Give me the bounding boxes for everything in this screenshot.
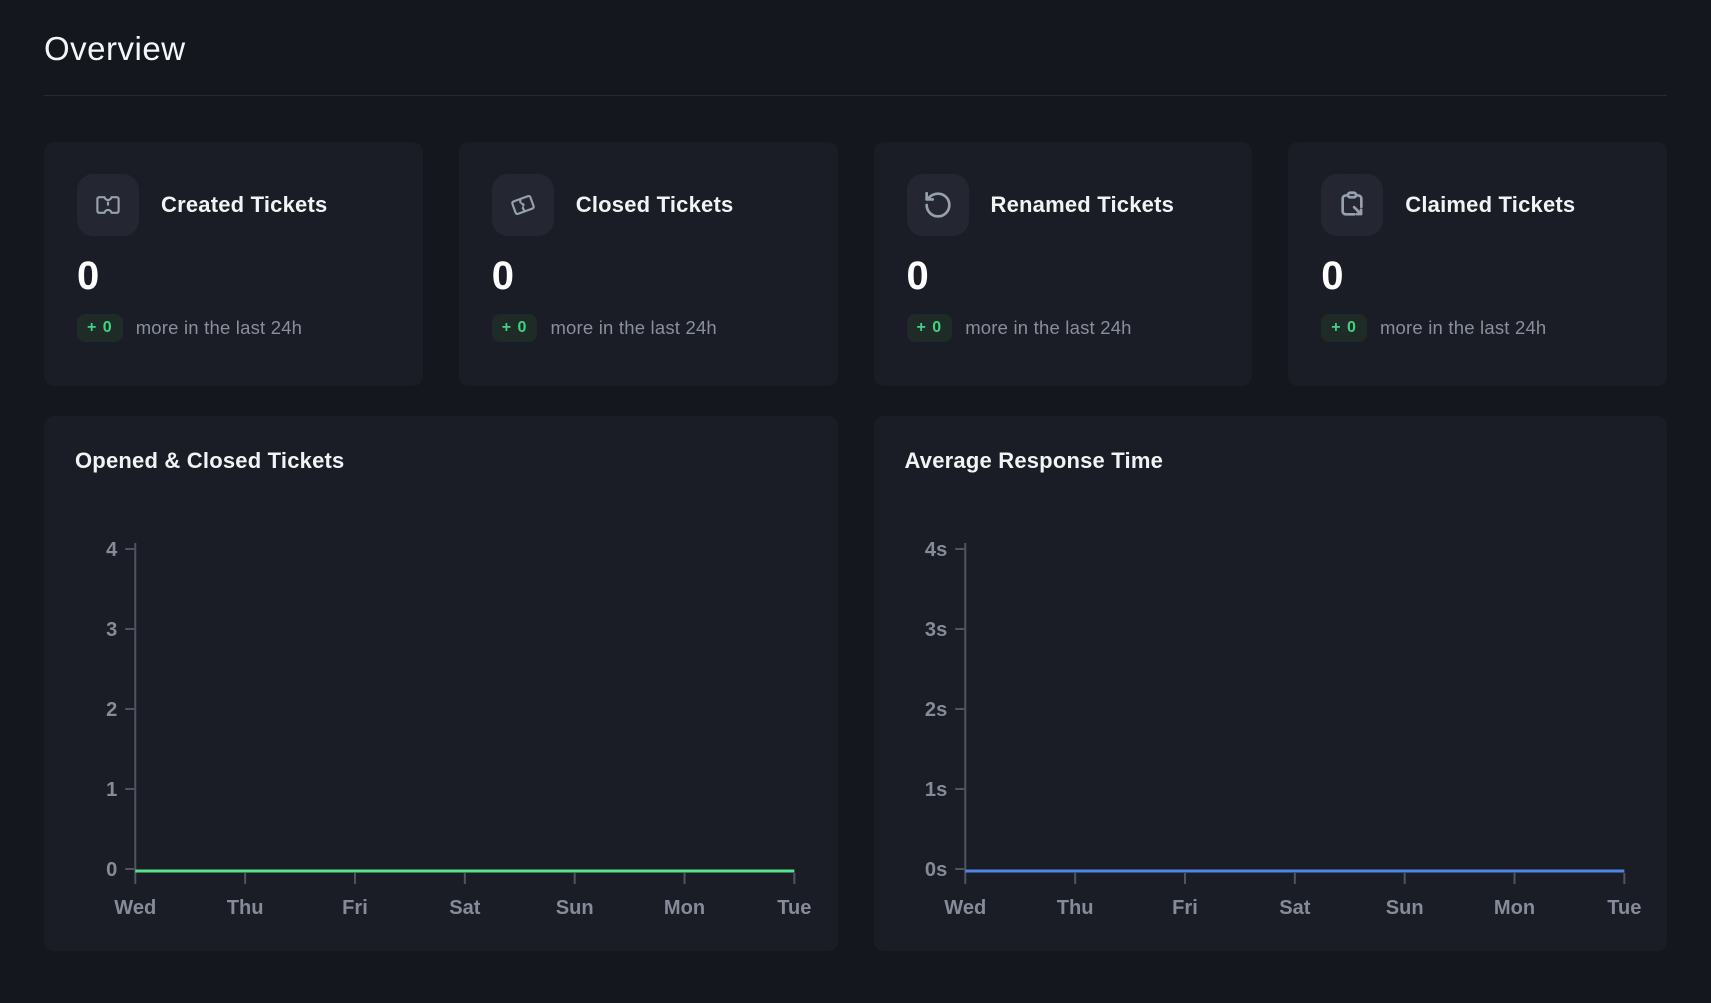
stat-card-subline: + 0 more in the last 24h — [1321, 314, 1634, 342]
delta-badge: + 0 — [77, 314, 123, 342]
average-response-time-chart-card: Average Response Time 0s 1s 2s 3s 4s Wed Thu Fr… — [873, 416, 1668, 951]
stat-card-claimed-tickets: Claimed Tickets 0 + 0 more in the last 2… — [1288, 142, 1667, 386]
svg-text:Fri: Fri — [342, 897, 368, 919]
ticket-torn-icon — [491, 174, 554, 236]
svg-text:3s: 3s — [924, 619, 946, 641]
page-title: Overview — [44, 30, 186, 67]
svg-text:0: 0 — [106, 859, 117, 881]
opened-closed-tickets-chart: 0 1 2 3 4 Wed Thu Fri Sat Sun Mon Tue — [44, 521, 838, 951]
opened-closed-tickets-chart-card: Opened & Closed Tickets 0 1 2 3 4 Wed Thu Fri Sa… — [44, 416, 838, 951]
svg-text:Wed: Wed — [114, 897, 156, 919]
svg-text:Fri: Fri — [1172, 897, 1198, 919]
svg-text:3: 3 — [106, 619, 117, 641]
stat-card-subline: + 0 more in the last 24h — [906, 314, 1220, 342]
stat-cards-row: Created Tickets 0 + 0 more in the last 2… — [44, 142, 1667, 386]
stat-card-closed-tickets: Closed Tickets 0 + 0 more in the last 24… — [458, 142, 838, 386]
chart-title: Average Response Time — [904, 448, 1164, 473]
stat-card-value: 0 — [491, 254, 514, 298]
stat-card-subline: + 0 more in the last 24h — [491, 314, 805, 342]
svg-text:4s: 4s — [924, 539, 946, 561]
stat-card-suffix: more in the last 24h — [965, 317, 1132, 338]
stat-card-renamed-tickets: Renamed Tickets 0 + 0 more in the last 2… — [873, 142, 1253, 386]
chart-title: Opened & Closed Tickets — [75, 448, 345, 473]
charts-row: Opened & Closed Tickets 0 1 2 3 4 Wed Thu Fri Sa… — [44, 416, 1667, 951]
header-divider — [44, 95, 1667, 96]
svg-text:Sun: Sun — [556, 897, 594, 919]
stat-card-suffix: more in the last 24h — [1379, 317, 1547, 338]
stat-card-header: Closed Tickets — [491, 174, 805, 236]
stat-card-suffix: more in the last 24h — [135, 317, 303, 338]
svg-text:Mon: Mon — [664, 897, 705, 919]
svg-text:Thu: Thu — [227, 897, 264, 919]
svg-text:Tue: Tue — [777, 897, 811, 919]
rotate-ccw-icon — [906, 174, 969, 236]
stat-card-title: Claimed Tickets — [1405, 192, 1576, 217]
stat-card-subline: + 0 more in the last 24h — [77, 314, 390, 342]
svg-text:1: 1 — [106, 779, 117, 801]
svg-text:2: 2 — [106, 699, 117, 721]
stat-card-suffix: more in the last 24h — [550, 317, 717, 338]
stat-card-title: Renamed Tickets — [990, 192, 1175, 217]
stat-card-header: Renamed Tickets — [906, 174, 1220, 236]
svg-text:4: 4 — [106, 539, 118, 561]
stat-card-created-tickets: Created Tickets 0 + 0 more in the last 2… — [44, 142, 423, 386]
stat-card-value: 0 — [906, 254, 929, 298]
clipboard-arrow-icon — [1321, 174, 1384, 236]
svg-text:1s: 1s — [924, 779, 946, 801]
stat-card-header: Created Tickets — [77, 174, 390, 236]
svg-text:Thu: Thu — [1056, 897, 1093, 919]
stat-card-value: 0 — [77, 254, 100, 298]
svg-text:Sat: Sat — [1279, 897, 1311, 919]
delta-badge: + 0 — [1321, 314, 1367, 342]
svg-text:Mon: Mon — [1493, 897, 1534, 919]
stat-card-title: Closed Tickets — [575, 192, 734, 217]
delta-badge: + 0 — [906, 314, 953, 342]
svg-text:Tue: Tue — [1607, 897, 1641, 919]
svg-text:0s: 0s — [924, 859, 946, 881]
svg-text:Wed: Wed — [944, 897, 986, 919]
svg-text:Sat: Sat — [449, 897, 481, 919]
ticket-icon — [77, 174, 139, 236]
svg-text:2s: 2s — [924, 699, 946, 721]
stat-card-value: 0 — [1321, 254, 1344, 298]
stat-card-title: Created Tickets — [161, 192, 328, 217]
svg-text:Sun: Sun — [1385, 897, 1423, 919]
average-response-time-chart: 0s 1s 2s 3s 4s Wed Thu Fri Sat Sun Mon Tue — [874, 521, 1668, 951]
delta-badge: + 0 — [491, 314, 538, 342]
stat-card-header: Claimed Tickets — [1321, 174, 1634, 236]
